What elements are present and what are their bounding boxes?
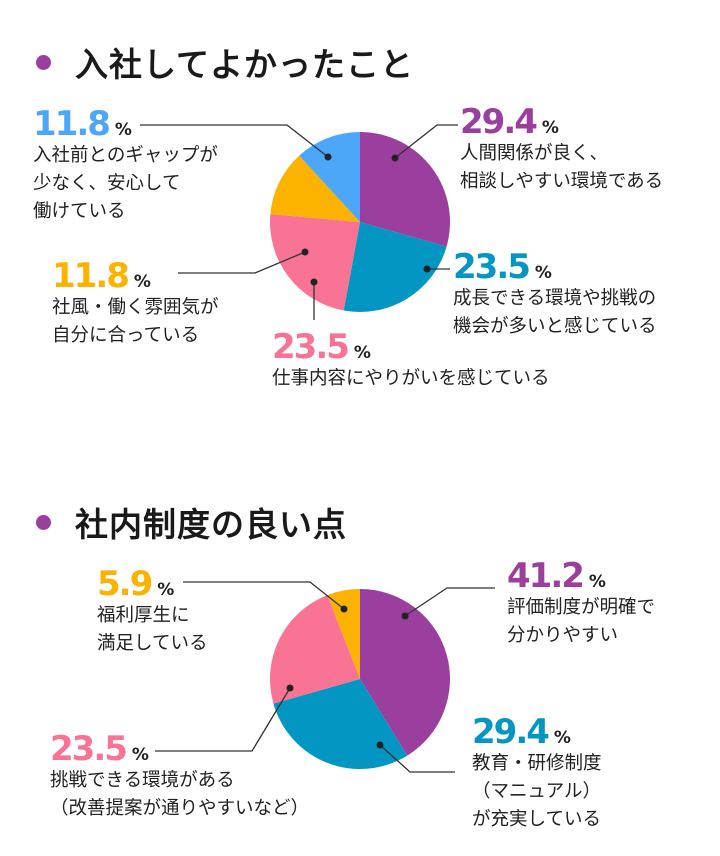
pct-sign: % — [157, 580, 175, 600]
slice-label: 入社前とのギャップが 少なく、安心して 働けている — [33, 145, 218, 222]
bullet-icon — [36, 54, 51, 70]
pct-sign: % — [114, 120, 132, 140]
slice-label: 挑戦できる環境がある （改善提案が通りやすいなど） — [50, 770, 310, 819]
data-label: 29.4 — [460, 102, 538, 142]
slice-label: 教育・研修制度 （マニュアル） が充実している — [472, 753, 602, 830]
leader-dot — [324, 153, 332, 161]
slice-label: 社風・働く雰囲気が 自分に合っている — [52, 297, 219, 346]
leader-dot — [423, 265, 431, 273]
leader-dot — [391, 154, 399, 162]
label-c2-s3: 5.9% 福利厚生に 満足している — [97, 566, 207, 658]
pie-slice-1 — [360, 589, 451, 756]
data-label: 11.8 — [33, 104, 111, 144]
data-label: 11.8 — [52, 256, 130, 296]
heading-1: 入社してよかったこと — [36, 38, 414, 86]
label-c1-s1: 23.5% 成長できる環境や挑戦の 機会が多いと感じている — [453, 249, 657, 341]
pct-sign: % — [553, 728, 571, 748]
pie-slice-2 — [343, 222, 447, 312]
slice-label: 福利厚生に 満足している — [97, 605, 208, 654]
leader-dot — [310, 278, 318, 286]
leader-line — [404, 587, 495, 617]
pct-sign: % — [353, 343, 371, 363]
label-c1-s4: 11.8% 入社前とのギャップが 少なく、安心して 働けている — [33, 106, 218, 226]
leader-line — [155, 687, 291, 752]
slice-label: 人間関係が良く、 相談しやすい環境である — [460, 143, 664, 192]
label-c2-s2: 23.5% 挑戦できる環境がある （改善提案が通りやすいなど） — [50, 731, 309, 823]
slice-label: 成長できる環境や挑戦の 機会が多いと感じている — [453, 288, 657, 337]
pie-slice-1 — [360, 132, 450, 247]
data-label: 29.4 — [472, 712, 550, 752]
pie-slice-4 — [270, 155, 360, 222]
leader-line — [140, 124, 329, 158]
leader-dot — [376, 741, 384, 749]
leader-dot — [401, 612, 409, 620]
slice-label: 評価制度が明確で 分かりやすい — [507, 597, 656, 646]
heading-2: 社内制度の良い点 — [36, 498, 347, 546]
pct-sign: % — [133, 272, 151, 292]
pie-slice-3 — [270, 214, 360, 311]
data-label: 41.2 — [507, 556, 585, 596]
leader-dots — [286, 153, 431, 749]
label-c1-s0: 29.4% 人間関係が良く、 相談しやすい環境である — [460, 104, 663, 196]
pie-slice-4 — [327, 589, 360, 679]
leader-dot — [340, 605, 348, 613]
bullet-icon — [36, 514, 51, 530]
label-c1-s3: 11.8% 社風・働く雰囲気が 自分に合っている — [52, 258, 219, 350]
leader-lines — [140, 124, 495, 773]
leader-line — [178, 251, 306, 274]
data-label: 23.5 — [50, 729, 128, 769]
pie-slice-2 — [273, 679, 408, 769]
data-label: 23.5 — [272, 327, 350, 367]
pct-sign: % — [534, 263, 552, 283]
data-label: 5.9 — [97, 564, 153, 604]
slice-label: 仕事内容にやりがいを感じている — [272, 368, 550, 389]
leader-dot — [301, 248, 309, 256]
pie-slice-3 — [270, 595, 360, 704]
pie-slice-5 — [299, 132, 360, 222]
leader-dot — [286, 684, 294, 692]
label-c1-s2: 23.5% 仕事内容にやりがいを感じている — [272, 329, 550, 393]
pie-chart-2 — [270, 589, 451, 769]
leader-line — [394, 124, 458, 159]
label-c2-s1: 29.4% 教育・研修制度 （マニュアル） が充実している — [472, 714, 602, 834]
pct-sign: % — [541, 118, 559, 138]
pie-chart-1 — [270, 132, 450, 312]
leader-line — [379, 744, 455, 773]
pct-sign: % — [588, 572, 606, 592]
chart-2-title: 社内制度の良い点 — [75, 505, 347, 544]
leader-line — [183, 581, 345, 610]
data-label: 23.5 — [453, 247, 531, 287]
label-c2-s0: 41.2% 評価制度が明確で 分かりやすい — [507, 558, 655, 650]
pct-sign: % — [131, 745, 149, 765]
chart-1-title: 入社してよかったこと — [75, 45, 415, 84]
